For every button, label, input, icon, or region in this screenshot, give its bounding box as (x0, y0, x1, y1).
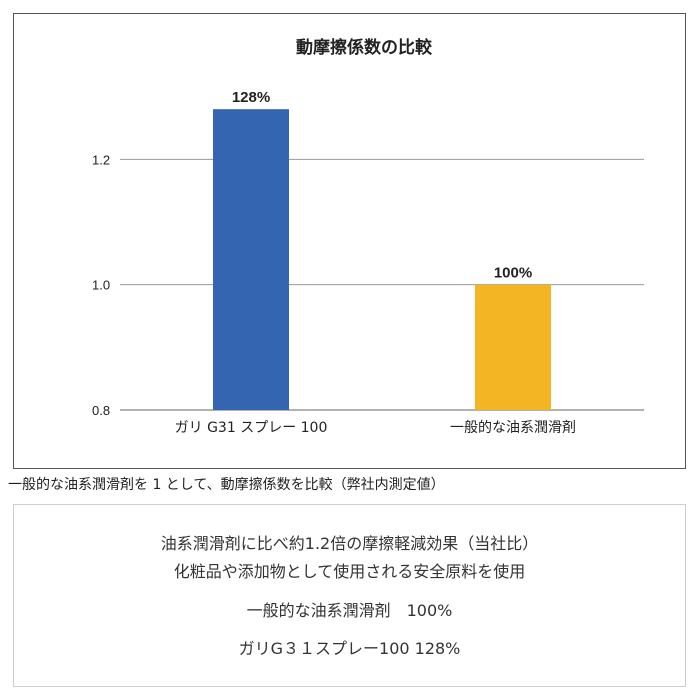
y-axis-ticks: 0.8 1.0 1.2 (92, 152, 110, 418)
y-tick-label: 1.0 (92, 278, 110, 293)
bar-data-label: 100% (494, 265, 532, 282)
y-tick-label: 1.2 (92, 152, 110, 167)
bar-data-label: 128% (232, 89, 270, 106)
y-tick-label: 0.8 (92, 403, 110, 418)
chart-frame: 動摩擦係数の比較 0.8 1.0 1.2 128% 100% ガリ G31 スプレー … (13, 13, 686, 469)
bar (213, 109, 289, 410)
x-category-label: 一般的な油系潤滑剤 (450, 419, 576, 436)
info-line-gari-spray: ガリG３１スプレー100 128% (238, 639, 461, 658)
info-line-oil-lubricant: 一般的な油系潤滑剤 100% (246, 601, 453, 620)
info-box: 油系潤滑剤に比べ約1.2倍の摩擦軽減効果（当社比） 化粧品や添加物として使用され… (13, 504, 686, 687)
info-line-safety: 化粧品や添加物として使用される安全原料を使用 (173, 562, 526, 581)
grid-lines (120, 158, 644, 411)
chart-caption: 一般的な油系潤滑剤を 1 として、動摩擦係数を比較（弊社内測定値） (8, 477, 445, 493)
x-category-label: ガリ G31 スプレー 100 (175, 420, 328, 436)
bar (475, 284, 551, 410)
chart-title: 動摩擦係数の比較 (296, 37, 433, 58)
bars (213, 109, 551, 410)
info-line-friction: 油系潤滑剤に比べ約1.2倍の摩擦軽減効果（当社比） (160, 534, 539, 553)
bar-chart: 動摩擦係数の比較 0.8 1.0 1.2 128% 100% ガリ G31 スプレー … (92, 37, 644, 436)
category-labels: ガリ G31 スプレー 100 一般的な油系潤滑剤 (175, 419, 576, 436)
data-labels: 128% 100% (232, 89, 532, 281)
